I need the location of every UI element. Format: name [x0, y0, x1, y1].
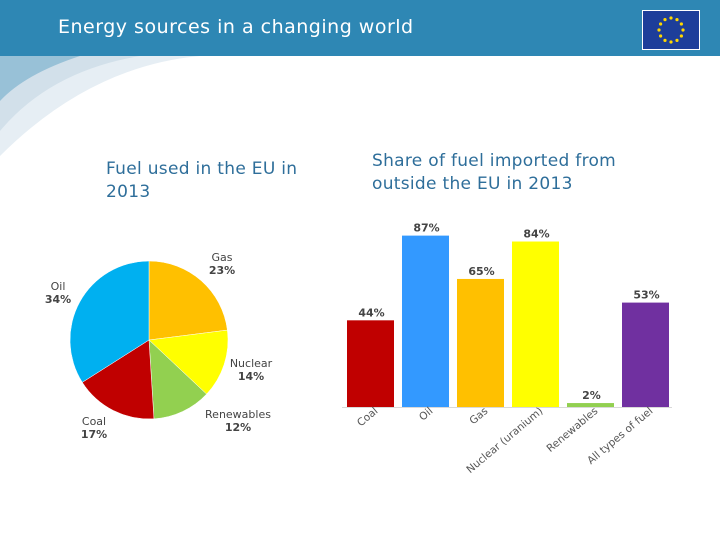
bar-category-label: Renewables: [545, 405, 601, 455]
flag-star-icon: [663, 38, 667, 42]
pie-slice: [69, 260, 150, 383]
flag-star-icon: [679, 34, 683, 38]
pie-slice-value: 34%: [45, 293, 71, 306]
bar: [347, 320, 394, 407]
bar-value-label: 44%: [358, 306, 384, 319]
bar-chart-title: Share of fuel imported from outside the …: [372, 151, 617, 194]
bar-value-label: 84%: [523, 228, 549, 241]
flag-star-icon: [659, 22, 663, 26]
flag-star-icon: [657, 28, 661, 32]
bar: [402, 235, 449, 407]
pie-slice: [148, 329, 229, 395]
bar-value-label: 87%: [413, 222, 439, 235]
flag-star-icon: [659, 34, 663, 38]
pie-slice-value: 12%: [225, 421, 251, 434]
bar-category-label: Coal: [355, 405, 380, 429]
pie-slice-value: 17%: [81, 428, 107, 441]
bar-value-label: 65%: [468, 265, 494, 278]
pie-slice-label: Renewables: [205, 408, 271, 421]
flag-star-icon: [663, 18, 667, 22]
bar: [622, 302, 669, 407]
pie-slice: [148, 260, 228, 341]
flag-star-icon: [669, 40, 673, 44]
header-bar: Energy sources in a changing world: [0, 0, 720, 56]
decorative-swoosh: [0, 56, 200, 156]
bar: [567, 403, 614, 407]
flag-star-icon: [669, 16, 673, 20]
pie-slice: [148, 339, 207, 420]
flag-star-icon: [681, 28, 685, 32]
pie-slice-value: 23%: [209, 264, 235, 277]
bar-value-label: 2%: [582, 389, 601, 402]
pie-chart-title: Fuel used in the EU in 2013: [106, 159, 298, 202]
pie-slice: [81, 339, 155, 420]
page-title: Energy sources in a changing world: [58, 16, 414, 38]
bar: [457, 278, 504, 407]
bar: [512, 241, 559, 407]
bar-value-label: 53%: [633, 289, 659, 302]
pie-slice-label: Gas: [212, 251, 233, 264]
flag-star-icon: [679, 22, 683, 26]
pie-slice-label: Oil: [51, 280, 66, 293]
pie-slice-label: Coal: [82, 415, 106, 428]
bar-category-label: Gas: [467, 405, 490, 427]
eu-flag-icon: [642, 10, 700, 50]
flag-star-icon: [675, 18, 679, 22]
pie-slice-value: 14%: [238, 370, 264, 383]
pie-slice-label: Nuclear: [230, 357, 273, 370]
flag-star-icon: [675, 38, 679, 42]
